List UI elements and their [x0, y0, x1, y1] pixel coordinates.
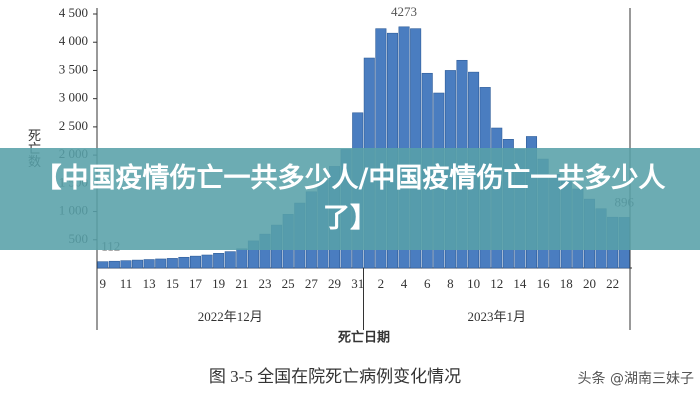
- x-tick-label: 29: [328, 276, 341, 291]
- x-tick-label: 27: [305, 276, 319, 291]
- bar: [132, 259, 144, 269]
- x-tick-label: 4: [401, 276, 408, 291]
- x-tick-label: 22: [606, 276, 619, 291]
- x-tick-label: 25: [282, 276, 295, 291]
- banner: 【中国疫情伤亡一共多少人/中国疫情伤亡一共多少人了】: [0, 148, 700, 250]
- bar: [201, 254, 213, 269]
- bar: [120, 260, 132, 269]
- x-tick-label: 6: [424, 276, 431, 291]
- x-tick-label: 16: [537, 276, 551, 291]
- x-tick-label: 12: [490, 276, 503, 291]
- x-tick-label: 9: [100, 276, 107, 291]
- x-tick-label: 8: [447, 276, 454, 291]
- bar: [189, 255, 202, 269]
- x-tick-label: 23: [259, 276, 272, 291]
- chart-title: 图 3-5 全国在院死亡病例变化情况: [209, 367, 461, 386]
- watermark: 头条 @湖南三妹子: [577, 371, 694, 387]
- x-tick-label: 11: [120, 276, 133, 291]
- bar: [398, 26, 410, 269]
- data-label: 4273: [391, 4, 417, 19]
- bar: [108, 260, 120, 269]
- bar: [143, 259, 155, 269]
- y-tick-label: 3 000: [59, 90, 88, 105]
- x-tick-label: 15: [166, 276, 179, 291]
- y-tick-label: 3 500: [59, 61, 88, 76]
- x-tick-label: 18: [560, 276, 573, 291]
- x-axis-label: 死亡日期: [338, 330, 390, 346]
- y-tick-label: 4 000: [59, 33, 88, 48]
- bar: [213, 253, 225, 269]
- y-tick-label: 2 500: [59, 118, 88, 133]
- bar: [155, 258, 167, 269]
- x-tick-label: 10: [467, 276, 480, 291]
- bar: [236, 248, 248, 269]
- x-group-label: 2023年1月: [467, 309, 526, 324]
- bar: [166, 258, 178, 269]
- x-tick-label: 14: [513, 276, 527, 291]
- x-group-label: 2022年12月: [198, 309, 263, 324]
- x-tick-label: 2: [378, 276, 385, 291]
- x-tick-label: 31: [351, 276, 364, 291]
- x-tick-label: 21: [235, 276, 248, 291]
- x-tick-label: 19: [212, 276, 225, 291]
- x-tick-label: 13: [143, 276, 156, 291]
- bar: [224, 251, 236, 269]
- x-tick-label: 17: [189, 276, 203, 291]
- x-tick-label: 20: [583, 276, 596, 291]
- bar: [97, 261, 109, 269]
- bar: [178, 256, 190, 269]
- y-tick-label: 4 500: [59, 5, 88, 20]
